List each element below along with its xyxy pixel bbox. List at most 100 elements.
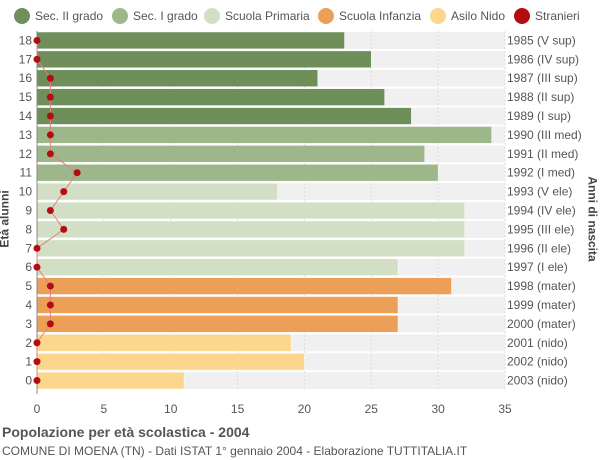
age-tick-label: 15	[19, 90, 33, 104]
stranieri-point	[33, 244, 41, 252]
age-tick-label: 5	[25, 279, 32, 293]
bar	[36, 352, 305, 371]
y-axis-title-left: Età alunni	[0, 190, 12, 248]
age-tick-label: 14	[19, 109, 33, 123]
age-tick-label: 3	[25, 317, 32, 331]
x-tick-label: 35	[498, 402, 512, 416]
age-tick-label: 11	[20, 166, 33, 180]
year-tick-label: 2003 (nido)	[507, 374, 568, 388]
bar	[36, 107, 412, 125]
stranieri-point	[46, 282, 54, 290]
stranieri-point	[33, 377, 41, 385]
stranieri-point	[46, 150, 54, 158]
age-tick-label: 7	[25, 241, 32, 255]
legend-item-scuola-primaria: Scuola Primaria	[204, 8, 310, 24]
stranieri-point	[46, 112, 54, 120]
bar	[36, 164, 439, 182]
bar	[36, 126, 492, 144]
bar	[36, 220, 466, 239]
age-tick-label: 4	[25, 298, 32, 312]
age-tick-label: 17	[19, 52, 33, 66]
legend-label-stranieri: Stranieri	[535, 9, 580, 23]
legend-swatch-sec-ii-grado	[14, 8, 30, 24]
legend-item-stranieri: Stranieri	[514, 8, 580, 24]
age-tick-label: 16	[19, 71, 33, 85]
year-tick-label: 1986 (IV sup)	[507, 52, 579, 66]
x-tick-label: 30	[431, 402, 445, 416]
year-tick-label: 2002 (nido)	[507, 355, 568, 369]
age-tick-label: 6	[25, 260, 32, 274]
legend-label-scuola-primaria: Scuola Primaria	[225, 9, 310, 23]
stranieri-point	[46, 93, 54, 101]
legend-item-sec-ii-grado: Sec. II grado	[14, 8, 103, 24]
age-tick-label: 9	[25, 204, 32, 218]
year-tick-label: 2000 (mater)	[507, 317, 576, 331]
year-tick-label: 1989 (I sup)	[507, 109, 571, 123]
legend-swatch-scuola-primaria	[204, 8, 220, 24]
age-tick-label: 10	[19, 185, 33, 199]
stranieri-point	[46, 320, 54, 328]
legend-label-sec-ii-grado: Sec. II grado	[35, 9, 104, 23]
legend-swatch-scuola-infanzia	[318, 8, 334, 24]
bar	[36, 277, 452, 295]
year-tick-label: 1990 (III med)	[507, 128, 582, 142]
bar	[36, 69, 319, 87]
bar	[36, 296, 399, 314]
x-tick-label: 15	[231, 402, 245, 416]
year-tick-label: 1994 (IV ele)	[507, 204, 576, 218]
stranieri-point	[46, 131, 54, 139]
chart-subtitle: COMUNE DI MOENA (TN) - Dati ISTAT 1° gen…	[2, 444, 468, 458]
year-tick-label: 1996 (II ele)	[507, 241, 571, 255]
chart-legend: Sec. II grado Sec. I grado Scuola Primar…	[0, 0, 600, 34]
x-tick-label: 5	[101, 402, 108, 416]
age-tick-label: 13	[19, 128, 33, 142]
x-tick-label: 25	[365, 402, 379, 416]
bar	[36, 371, 185, 390]
year-tick-label: 2001 (nido)	[507, 336, 568, 350]
stranieri-point	[33, 339, 41, 347]
stranieri-point	[33, 263, 41, 271]
age-tick-label: 2	[25, 336, 32, 350]
legend-swatch-stranieri	[514, 8, 530, 24]
legend-swatch-sec-i-grado	[112, 8, 128, 24]
year-tick-label: 1988 (II sup)	[507, 90, 574, 104]
chart-title: Popolazione per età scolastica - 2004	[2, 424, 250, 440]
bar	[36, 201, 466, 220]
bar	[36, 31, 345, 50]
stranieri-point	[60, 188, 68, 196]
legend-item-sec-i-grado: Sec. I grado	[112, 8, 198, 24]
age-tick-label: 8	[25, 222, 32, 236]
age-tick-label: 1	[25, 355, 32, 369]
year-tick-label: 1991 (II med)	[507, 147, 578, 161]
x-tick-label: 10	[164, 402, 178, 416]
year-tick-label: 1998 (mater)	[507, 279, 576, 293]
year-tick-label: 1999 (mater)	[507, 298, 576, 312]
year-tick-label: 1997 (I ele)	[507, 260, 568, 274]
year-tick-label: 1987 (III sup)	[507, 71, 578, 85]
age-tick-label: 12	[19, 147, 33, 161]
x-tick-label: 20	[298, 402, 312, 416]
legend-item-asilo-nido: Asilo Nido	[430, 8, 505, 24]
stranieri-point	[46, 74, 54, 82]
stranieri-point	[33, 55, 41, 63]
x-tick-label: 0	[34, 402, 41, 416]
stranieri-point	[33, 36, 41, 44]
age-tick-label: 0	[25, 374, 32, 388]
stranieri-point	[46, 301, 54, 309]
y-axis-title-right: Anni di nascita	[585, 176, 600, 262]
bar	[36, 50, 372, 69]
age-tick-label: 18	[19, 33, 33, 47]
bar	[36, 334, 292, 352]
bar	[36, 239, 466, 257]
legend-swatch-asilo-nido	[430, 8, 446, 24]
bar	[36, 182, 278, 201]
stranieri-point	[60, 225, 68, 233]
stranieri-point	[33, 358, 41, 366]
stranieri-point	[46, 207, 54, 214]
year-tick-label: 1992 (I med)	[507, 166, 575, 180]
bar	[36, 315, 399, 333]
year-tick-label: 1995 (III ele)	[507, 222, 574, 236]
stranieri-point	[73, 169, 81, 177]
legend-label-sec-i-grado: Sec. I grado	[133, 9, 198, 23]
